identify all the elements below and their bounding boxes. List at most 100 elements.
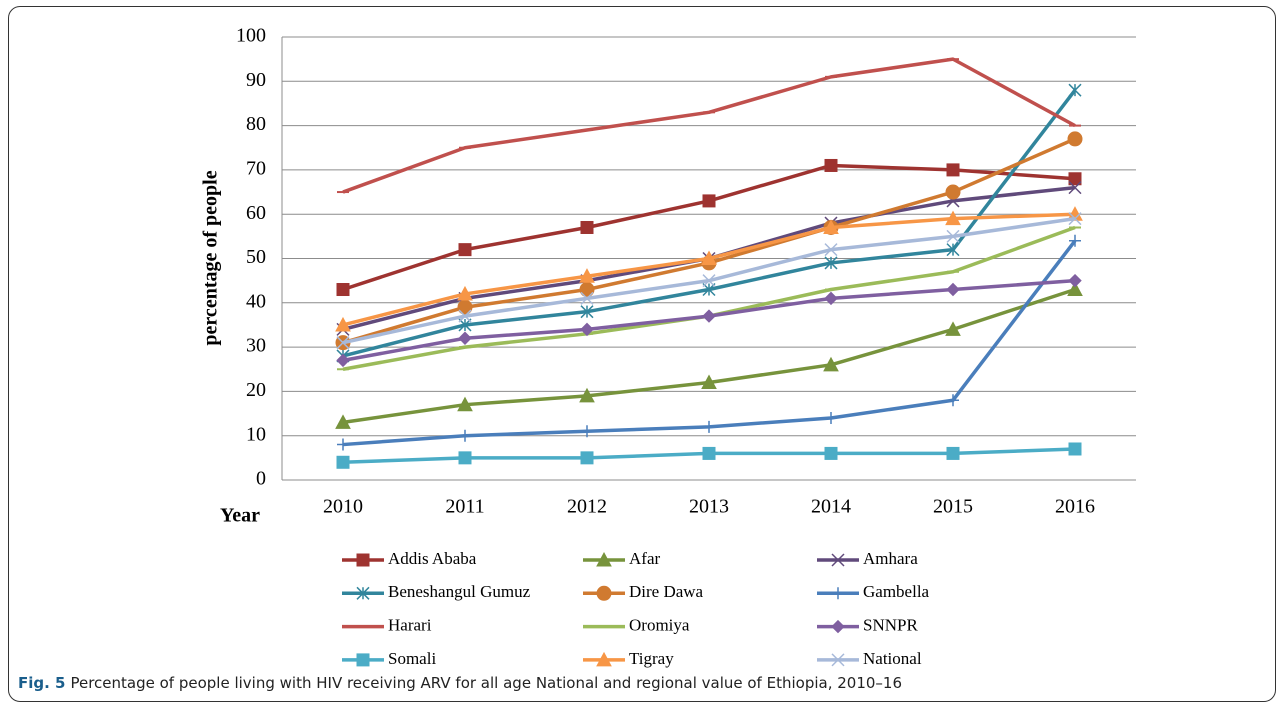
marker bbox=[596, 651, 612, 667]
marker bbox=[458, 331, 472, 345]
marker bbox=[945, 210, 961, 226]
legend-label: National bbox=[863, 649, 922, 668]
y-tick-label: 10 bbox=[246, 423, 266, 445]
marker bbox=[596, 585, 612, 601]
marker bbox=[702, 274, 716, 288]
y-tick-label: 70 bbox=[246, 157, 266, 179]
marker bbox=[356, 653, 370, 667]
x-tick-label: 2016 bbox=[1055, 496, 1095, 518]
marker bbox=[703, 420, 715, 433]
legend-label: Addis Ababa bbox=[388, 549, 477, 568]
y-tick-label: 80 bbox=[246, 113, 266, 135]
marker bbox=[824, 291, 838, 306]
marker bbox=[1067, 281, 1083, 297]
x-tick-label: 2015 bbox=[933, 496, 973, 518]
marker bbox=[1068, 273, 1082, 288]
marker bbox=[457, 285, 473, 301]
marker bbox=[946, 282, 960, 297]
marker bbox=[1068, 442, 1082, 456]
marker bbox=[459, 429, 471, 442]
marker bbox=[831, 653, 845, 667]
marker bbox=[580, 291, 594, 305]
marker bbox=[580, 451, 594, 465]
marker bbox=[579, 268, 595, 283]
x-tick-label: 2012 bbox=[567, 496, 607, 518]
legend-label: Gambella bbox=[863, 582, 930, 601]
marker bbox=[946, 229, 960, 243]
marker bbox=[580, 305, 594, 319]
caption: Fig. 5 Percentage of people living with H… bbox=[18, 674, 902, 692]
marker bbox=[823, 219, 839, 234]
marker bbox=[824, 256, 838, 270]
marker bbox=[831, 619, 845, 634]
marker bbox=[458, 243, 472, 257]
marker bbox=[336, 353, 350, 368]
marker bbox=[824, 158, 838, 172]
marker bbox=[336, 336, 350, 350]
y-tick-label: 50 bbox=[246, 246, 266, 268]
marker bbox=[457, 396, 473, 412]
marker bbox=[825, 411, 837, 424]
y-tick-label: 30 bbox=[246, 335, 266, 357]
marker bbox=[702, 309, 716, 323]
marker bbox=[356, 586, 370, 600]
legend-label: Beneshangul Gumuz bbox=[388, 582, 531, 601]
marker bbox=[458, 309, 472, 323]
marker bbox=[946, 163, 960, 177]
series-line bbox=[342, 163, 1076, 292]
marker bbox=[579, 387, 595, 403]
marker bbox=[1068, 212, 1082, 226]
y-tick-label: 20 bbox=[246, 379, 266, 401]
marker bbox=[945, 321, 961, 336]
marker bbox=[336, 455, 350, 469]
y-axis-label: percentage of people bbox=[200, 170, 222, 345]
x-tick-label: 2013 bbox=[689, 496, 729, 518]
x-tick-label: 2011 bbox=[445, 496, 484, 518]
legend-label: Tigray bbox=[629, 649, 674, 668]
marker bbox=[356, 553, 370, 567]
marker bbox=[832, 587, 844, 600]
marker bbox=[701, 250, 717, 265]
marker bbox=[946, 243, 960, 257]
caption-text: Percentage of people living with HIV rec… bbox=[70, 674, 902, 692]
x-tick-label: 2014 bbox=[811, 496, 851, 518]
marker bbox=[1068, 172, 1082, 186]
marker bbox=[1068, 181, 1082, 195]
marker bbox=[824, 243, 838, 257]
frame bbox=[8, 6, 1276, 702]
marker bbox=[945, 184, 961, 200]
marker bbox=[701, 374, 717, 390]
legend-label: Harari bbox=[388, 616, 432, 635]
marker bbox=[823, 356, 839, 372]
marker bbox=[336, 283, 350, 297]
marker bbox=[831, 553, 845, 567]
legend-label: Dire Dawa bbox=[629, 582, 704, 601]
caption-label: Fig. 5 bbox=[18, 674, 66, 692]
marker bbox=[702, 194, 716, 208]
y-tick-label: 90 bbox=[246, 69, 266, 91]
marker bbox=[824, 446, 838, 460]
marker bbox=[335, 316, 351, 332]
marker bbox=[580, 220, 594, 234]
x-axis-label: Year bbox=[220, 505, 260, 527]
legend-label: SNNPR bbox=[863, 616, 918, 635]
y-tick-label: 60 bbox=[246, 202, 266, 224]
legend-label: Amhara bbox=[863, 549, 918, 568]
series-line bbox=[342, 239, 1077, 447]
marker bbox=[596, 551, 612, 567]
legend-label: Somali bbox=[388, 649, 436, 668]
marker bbox=[702, 446, 716, 460]
marker bbox=[1068, 83, 1082, 97]
marker bbox=[458, 451, 472, 465]
marker bbox=[581, 425, 593, 438]
y-tick-label: 0 bbox=[256, 468, 266, 490]
marker bbox=[1069, 234, 1081, 247]
marker bbox=[1067, 131, 1083, 147]
marker bbox=[947, 394, 959, 407]
y-tick-label: 40 bbox=[246, 290, 266, 312]
y-tick-label: 100 bbox=[236, 25, 266, 47]
marker bbox=[580, 322, 594, 337]
legend-label: Oromiya bbox=[629, 616, 690, 635]
x-tick-label: 2010 bbox=[323, 496, 363, 518]
